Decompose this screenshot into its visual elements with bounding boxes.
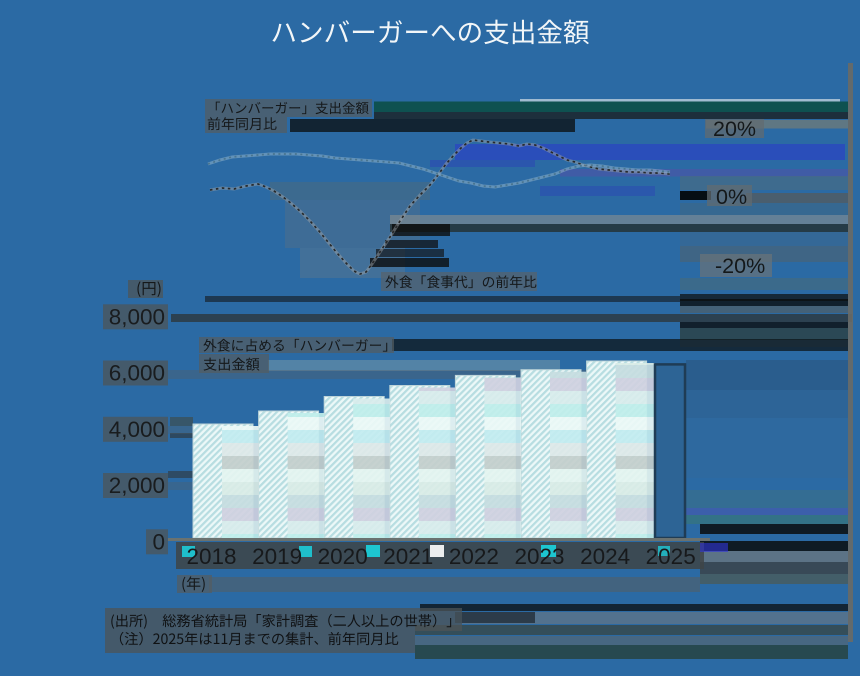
svg-text:2,000: 2,000 xyxy=(109,473,165,498)
svg-text:2018: 2018 xyxy=(186,544,236,569)
svg-text:0: 0 xyxy=(152,529,165,554)
svg-text:2023: 2023 xyxy=(514,544,564,569)
svg-text:20%: 20% xyxy=(713,117,756,141)
svg-text:2024: 2024 xyxy=(580,544,630,569)
svg-text:8,000: 8,000 xyxy=(109,304,165,329)
svg-text:2021: 2021 xyxy=(383,544,433,569)
svg-text:2020: 2020 xyxy=(318,544,368,569)
svg-text:2025: 2025 xyxy=(646,544,696,569)
svg-text:0%: 0% xyxy=(716,185,747,209)
svg-text:2022: 2022 xyxy=(449,544,499,569)
svg-text:4,000: 4,000 xyxy=(109,417,165,442)
svg-text:-20%: -20% xyxy=(715,254,765,278)
svg-text:2019: 2019 xyxy=(252,544,302,569)
svg-text:6,000: 6,000 xyxy=(109,361,165,386)
